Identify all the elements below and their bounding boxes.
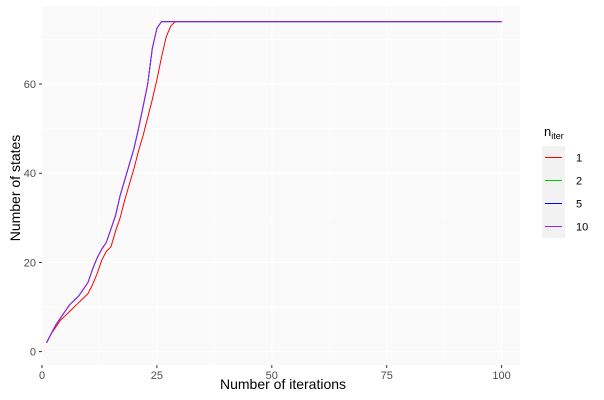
grid-lines <box>41 6 520 365</box>
legend-title-sub: iter <box>551 131 564 141</box>
x-tick-label: 75 <box>381 370 393 382</box>
legend-label: 10 <box>576 222 588 234</box>
x-tick-label: 0 <box>39 370 45 382</box>
panel-background <box>42 6 520 365</box>
y-tick-label: 0 <box>30 347 36 359</box>
legend-label: 1 <box>576 153 582 165</box>
x-axis-title: Number of iterations <box>220 376 346 392</box>
series-lines <box>46 21 502 343</box>
series-line-1 <box>46 21 502 343</box>
axes: 0 25 50 75 100 0 20 40 60 <box>24 79 511 382</box>
x-tick-label: 100 <box>492 370 510 382</box>
series-line-10 <box>46 21 502 343</box>
legend-label: 5 <box>576 199 582 211</box>
legend-title: niter <box>544 124 564 141</box>
legend-label: 2 <box>576 176 582 188</box>
x-tick-label: 25 <box>151 370 163 382</box>
legend-title-main: n <box>544 124 551 139</box>
y-axis-title: Number of states <box>7 135 23 242</box>
y-tick-label: 40 <box>24 168 36 180</box>
legend: niter 1 2 5 10 <box>542 124 588 238</box>
y-tick-label: 20 <box>24 257 36 269</box>
x-tick-label: 50 <box>266 370 278 382</box>
y-tick-label: 60 <box>24 79 36 91</box>
